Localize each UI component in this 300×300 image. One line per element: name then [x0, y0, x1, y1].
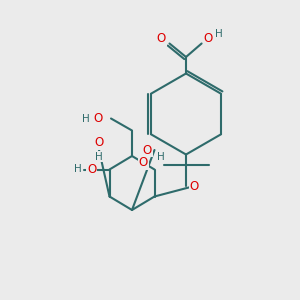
Text: H: H: [95, 152, 103, 162]
Text: O: O: [190, 179, 199, 193]
Text: O: O: [204, 32, 213, 45]
Text: H: H: [215, 29, 223, 39]
Text: H: H: [82, 113, 90, 124]
Text: O: O: [94, 136, 103, 149]
Text: O: O: [87, 163, 96, 176]
Text: H: H: [157, 152, 165, 162]
Text: O: O: [142, 143, 152, 157]
Text: O: O: [157, 32, 166, 45]
Text: O: O: [139, 156, 148, 169]
Text: H: H: [74, 164, 81, 175]
Text: O: O: [93, 112, 102, 125]
